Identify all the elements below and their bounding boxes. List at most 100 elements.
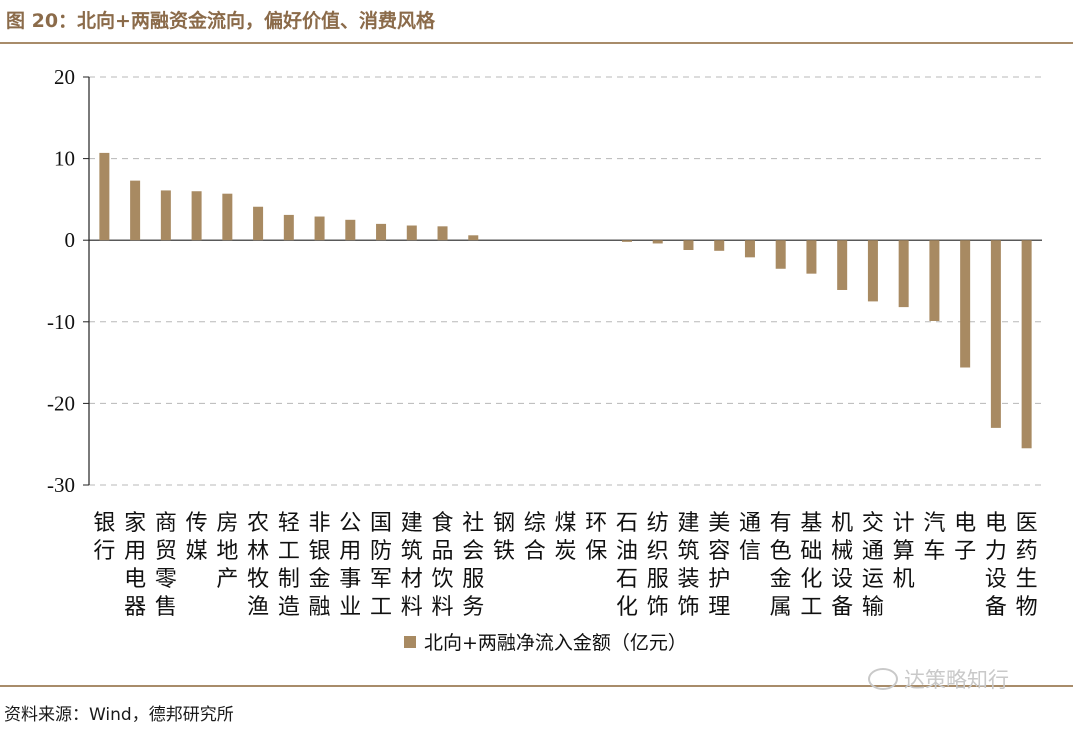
x-tick-char: 造 xyxy=(278,595,300,620)
x-tick-char: 铁 xyxy=(493,539,515,564)
x-tick-char: 贸 xyxy=(155,539,177,564)
x-tick-char: 饮 xyxy=(432,567,454,592)
x-tick-char: 油 xyxy=(616,539,638,564)
x-tick-char: 零 xyxy=(155,567,177,592)
x-tick-char: 化 xyxy=(616,595,638,620)
x-tick-char: 运 xyxy=(862,567,884,592)
x-tick-char: 子 xyxy=(954,539,976,564)
x-tick-char: 建 xyxy=(677,511,699,536)
x-tick-char: 料 xyxy=(432,595,454,620)
x-tick-char: 会 xyxy=(462,539,484,564)
wechat-icon xyxy=(868,668,898,690)
bar xyxy=(468,235,479,241)
x-tick-char: 保 xyxy=(585,539,607,564)
x-tick-char: 林 xyxy=(247,539,269,564)
footer-divider xyxy=(0,685,1073,687)
x-tick-char: 环 xyxy=(585,511,607,536)
y-tick-label: -10 xyxy=(47,310,75,334)
legend-swatch xyxy=(404,636,416,648)
bar xyxy=(867,240,878,302)
x-tick-char: 石 xyxy=(616,567,638,592)
bar xyxy=(683,240,694,250)
bar xyxy=(437,226,448,241)
x-tick-char: 计 xyxy=(893,511,915,536)
x-tick-char: 融 xyxy=(309,595,331,620)
bar xyxy=(990,240,1001,428)
bar xyxy=(191,191,202,241)
x-tick-char: 属 xyxy=(770,595,792,620)
bar xyxy=(345,219,356,241)
x-tick-char: 银 xyxy=(93,511,115,536)
x-tick-char: 算 xyxy=(893,539,915,564)
x-tick-char: 备 xyxy=(985,595,1007,620)
x-tick-char: 备 xyxy=(831,595,853,620)
x-tick-labels: 银行家用电器商贸零售传媒房地产农林牧渔轻工制造非银金融公用事业国防军工建筑材料食… xyxy=(93,511,1037,620)
y-tick-label: -20 xyxy=(47,391,75,415)
x-tick-char: 理 xyxy=(708,595,730,620)
x-tick-char: 力 xyxy=(985,539,1007,564)
legend-label: 北向+两融净流入金额（亿元） xyxy=(424,632,687,654)
y-tick-label: 20 xyxy=(54,65,75,89)
x-tick-char: 品 xyxy=(432,539,454,564)
x-tick-char: 地 xyxy=(216,539,238,564)
x-tick-char: 美 xyxy=(708,511,730,536)
x-tick-char: 传 xyxy=(186,511,208,536)
x-tick-char: 电 xyxy=(985,511,1007,536)
x-tick-char: 钢 xyxy=(493,511,515,536)
x-tick-char: 车 xyxy=(923,539,945,564)
x-tick-char: 汽 xyxy=(923,511,945,536)
bar xyxy=(837,240,848,290)
x-tick-char: 事 xyxy=(339,567,361,592)
x-tick-char: 牧 xyxy=(247,567,269,592)
x-tick-char: 医 xyxy=(1016,511,1038,536)
x-tick-char: 装 xyxy=(677,567,699,592)
x-tick-char: 基 xyxy=(800,511,822,536)
x-tick-char: 金 xyxy=(770,567,792,592)
x-tick-char: 银 xyxy=(309,539,331,564)
x-tick-char: 物 xyxy=(1016,595,1038,620)
x-tick-char: 售 xyxy=(155,595,177,620)
watermark-text: 达策略知行 xyxy=(904,668,1009,692)
y-tick-label: 10 xyxy=(54,147,75,171)
x-tick-char: 电 xyxy=(124,567,146,592)
x-tick-char: 设 xyxy=(985,567,1007,592)
bar xyxy=(898,240,909,308)
x-tick-char: 生 xyxy=(1016,567,1038,592)
bars xyxy=(99,152,1032,449)
bar xyxy=(929,240,940,321)
bar xyxy=(283,214,294,241)
x-tick-char: 输 xyxy=(862,595,884,620)
x-tick-char: 色 xyxy=(770,539,792,564)
y-axis: 20 10 0 -10 -20 -30 xyxy=(47,65,1042,497)
x-tick-char: 器 xyxy=(124,595,146,620)
x-tick-char: 工 xyxy=(278,539,300,564)
x-tick-char: 家 xyxy=(124,511,146,536)
x-tick-char: 机 xyxy=(893,567,915,592)
x-tick-char: 通 xyxy=(739,511,761,536)
gridlines xyxy=(89,76,1042,486)
x-tick-char: 织 xyxy=(647,539,669,564)
bar xyxy=(775,240,786,269)
x-tick-char: 非 xyxy=(309,511,331,536)
x-tick-char: 化 xyxy=(800,567,822,592)
y-tick-label: -30 xyxy=(47,473,75,497)
x-tick-char: 石 xyxy=(616,511,638,536)
x-tick-char: 饰 xyxy=(677,595,699,620)
bar xyxy=(1021,240,1032,449)
bar xyxy=(960,240,971,368)
x-tick-char: 渔 xyxy=(247,595,269,620)
x-tick-char: 护 xyxy=(708,567,730,592)
x-tick-char: 料 xyxy=(401,595,423,620)
x-tick-char: 础 xyxy=(800,539,822,564)
bar xyxy=(406,225,417,241)
x-tick-char: 产 xyxy=(216,567,238,592)
x-tick-char: 械 xyxy=(831,539,853,564)
x-tick-char: 交 xyxy=(862,511,884,536)
x-tick-char: 煤 xyxy=(554,511,576,536)
x-tick-char: 服 xyxy=(462,567,484,592)
bar xyxy=(652,240,663,244)
x-tick-char: 食 xyxy=(432,511,454,536)
x-tick-char: 房 xyxy=(216,511,238,536)
bar xyxy=(621,240,632,242)
x-tick-char: 防 xyxy=(370,539,392,564)
